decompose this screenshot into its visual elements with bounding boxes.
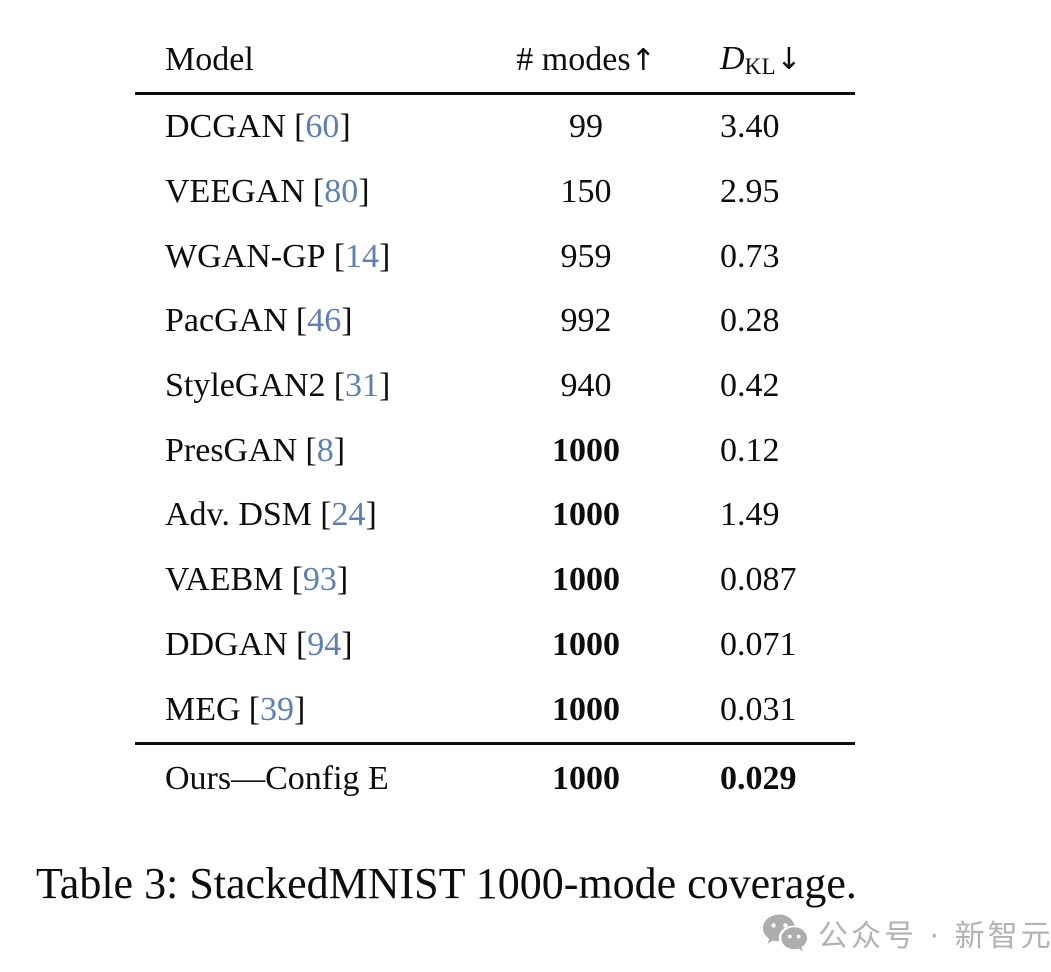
dkl-cell: 0.73 (720, 237, 780, 275)
model-name: PresGAN (165, 431, 298, 469)
model-name: VAEBM (165, 561, 284, 599)
dkl-cell: 1.49 (720, 496, 780, 534)
model-name: DCGAN (165, 108, 286, 146)
column-header-dkl: DKL↓ (720, 40, 801, 80)
dkl-cell: 0.28 (720, 302, 780, 340)
dkl-cell: 0.029 (720, 759, 797, 797)
citation-link[interactable]: [39] (248, 690, 306, 728)
table-row: DDGAN [94] 1000 0.071 (135, 613, 855, 678)
column-header-modes: # modes↑ (496, 41, 676, 79)
citation-link[interactable]: [60] (294, 108, 351, 146)
model-name: StyleGAN2 (165, 367, 326, 405)
citation-link[interactable]: [14] (333, 237, 391, 275)
model-cell: VAEBM [93] (165, 561, 496, 599)
dkl-symbol: D (720, 40, 745, 77)
modes-label: # modes (516, 41, 631, 78)
modes-cell: 1000 (552, 759, 620, 797)
modes-cell: 1000 (552, 625, 620, 663)
dkl-cell: 0.071 (720, 625, 797, 663)
model-cell: VEEGAN [80] (165, 173, 496, 211)
dkl-cell: 0.12 (720, 431, 780, 469)
modes-cell: 992 (560, 302, 612, 340)
table-row: DCGAN [60] 99 3.40 (135, 95, 855, 160)
model-name: DDGAN (165, 625, 288, 663)
citation-link[interactable]: [80] (312, 173, 370, 211)
table-row: PresGAN [8] 1000 0.12 (135, 418, 855, 483)
column-header-model: Model (165, 41, 254, 78)
table-row: MEG [39] 1000 0.031 (135, 677, 855, 742)
modes-cell: 99 (569, 108, 603, 146)
header-rule (135, 92, 855, 95)
dkl-cell: 2.95 (720, 173, 780, 211)
modes-cell: 1000 (552, 561, 620, 599)
watermark-text: 公众号 · 新智元 (818, 919, 1051, 954)
model-name: VEEGAN (165, 173, 305, 211)
table-row: VAEBM [93] 1000 0.087 (135, 548, 855, 613)
table-caption: Table 3: StackedMNIST 1000-mode coverage… (36, 859, 857, 908)
table-row: Adv. DSM [24] 1000 1.49 (135, 483, 855, 548)
model-cell: PresGAN [8] (165, 432, 496, 470)
citation-link[interactable]: [93] (291, 561, 349, 599)
model-cell: DDGAN [94] (165, 626, 496, 664)
table-row: VEEGAN [80] 150 2.95 (135, 160, 855, 225)
model-cell: DCGAN [60] (165, 108, 496, 146)
table-row: WGAN-GP [14] 959 0.73 (135, 224, 855, 289)
table-row-ours: Ours—Config E 1000 0.029 (135, 745, 855, 813)
model-cell: Adv. DSM [24] (165, 496, 496, 534)
dkl-cell: 0.087 (720, 561, 797, 599)
model-name: WGAN-GP (165, 237, 326, 275)
table-row: StyleGAN2 [31] 940 0.42 (135, 354, 855, 419)
model-cell: StyleGAN2 [31] (165, 367, 496, 405)
model-cell: Ours—Config E (165, 759, 389, 797)
modes-cell: 1000 (552, 690, 620, 728)
model-cell: PacGAN [46] (165, 302, 496, 340)
model-name: PacGAN (165, 302, 288, 340)
mid-rule (135, 741, 855, 745)
results-table: Model # modes↑ DKL↓ DCGAN [60] 99 3.40 VE… (135, 28, 855, 813)
up-arrow-icon: ↑ (630, 43, 656, 78)
dkl-subscript: KL (744, 54, 777, 79)
dkl-cell: 0.42 (720, 367, 780, 405)
modes-cell: 1000 (552, 496, 620, 534)
table-row: PacGAN [46] 992 0.28 (135, 289, 855, 354)
dkl-cell: 3.40 (720, 108, 780, 146)
dkl-cell: 0.031 (720, 690, 797, 728)
model-name: MEG (165, 690, 241, 728)
table-header-row: Model # modes↑ DKL↓ (135, 28, 855, 92)
citation-link[interactable]: [31] (333, 367, 391, 405)
citation-link[interactable]: [8] (305, 431, 346, 469)
modes-cell: 150 (560, 173, 612, 211)
model-cell: WGAN-GP [14] (165, 238, 496, 276)
watermark: 公众号 · 新智元 (762, 911, 1051, 955)
citation-link[interactable]: [46] (295, 302, 353, 340)
down-arrow-icon: ↓ (776, 42, 802, 77)
citation-link[interactable]: [94] (295, 625, 353, 663)
model-cell: MEG [39] (165, 691, 496, 729)
modes-cell: 959 (560, 237, 612, 275)
modes-cell: 940 (560, 367, 612, 405)
citation-link[interactable]: [24] (320, 496, 377, 534)
wechat-icon (762, 913, 808, 953)
modes-cell: 1000 (552, 431, 620, 469)
model-name: Adv. DSM (165, 496, 313, 534)
